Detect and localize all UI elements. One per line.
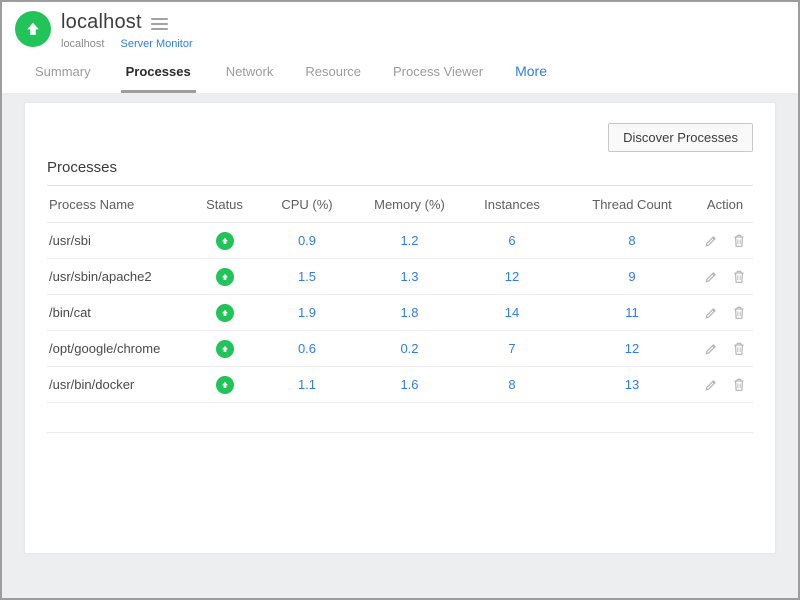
cpu-value[interactable]: 1.5 xyxy=(252,258,362,295)
section-title: Processes xyxy=(47,159,753,186)
pencil-icon[interactable] xyxy=(704,234,718,248)
status-cell xyxy=(197,222,252,259)
monitor-status-icon xyxy=(15,11,51,47)
tab-more[interactable]: More xyxy=(515,63,547,79)
tab-network[interactable]: Network xyxy=(225,64,274,79)
tab-process-viewer[interactable]: Process Viewer xyxy=(393,64,484,79)
table-row: /usr/sbin/apache2 1.5 1.3 12 9 xyxy=(47,258,753,295)
process-name-cell: /usr/bin/docker xyxy=(47,366,197,403)
action-cell xyxy=(697,222,753,259)
col-header-thread-count: Thread Count xyxy=(567,186,697,223)
trash-icon[interactable] xyxy=(732,377,746,392)
status-up-icon xyxy=(215,267,234,286)
process-name-cell: /bin/cat xyxy=(47,294,197,331)
tab-resource[interactable]: Resource xyxy=(305,64,362,79)
action-cell xyxy=(697,366,753,403)
thread-count-value[interactable]: 9 xyxy=(567,258,697,295)
app-header: localhost localhost Server Monitor Summa… xyxy=(2,2,798,93)
pencil-icon[interactable] xyxy=(704,306,718,320)
pencil-icon[interactable] xyxy=(704,378,718,392)
process-name-cell: /usr/sbi xyxy=(47,222,197,259)
status-cell xyxy=(197,258,252,295)
col-header-action: Action xyxy=(697,186,753,223)
hamburger-icon[interactable] xyxy=(150,16,168,30)
instances-value[interactable]: 7 xyxy=(457,330,567,367)
pencil-icon[interactable] xyxy=(704,270,718,284)
col-header-process-name: Process Name xyxy=(47,186,197,223)
arrow-up-icon xyxy=(27,22,39,35)
tab-processes[interactable]: Processes xyxy=(120,64,196,93)
table-row: /usr/sbi 0.9 1.2 6 8 xyxy=(47,222,753,259)
breadcrumb-server-monitor-link[interactable]: Server Monitor xyxy=(120,38,193,50)
status-cell xyxy=(197,330,252,367)
thread-count-value[interactable]: 8 xyxy=(567,222,697,259)
memory-value[interactable]: 1.2 xyxy=(362,222,457,259)
status-up-icon xyxy=(215,231,234,250)
action-cell xyxy=(697,258,753,295)
process-table: Process Name Status CPU (%) Memory (%) I… xyxy=(47,186,753,433)
status-up-icon xyxy=(215,303,234,322)
pencil-icon[interactable] xyxy=(704,342,718,356)
table-row: /usr/bin/docker 1.1 1.6 8 13 xyxy=(47,366,753,403)
status-up-icon xyxy=(215,375,234,394)
col-header-cpu: CPU (%) xyxy=(252,186,362,223)
trash-icon[interactable] xyxy=(732,233,746,248)
col-header-instances: Instances xyxy=(457,186,567,223)
tab-summary[interactable]: Summary xyxy=(35,64,91,79)
trash-icon[interactable] xyxy=(732,341,746,356)
processes-card: Discover Processes Processes Process Nam… xyxy=(25,103,775,553)
table-header-row: Process Name Status CPU (%) Memory (%) I… xyxy=(47,186,753,223)
col-header-status: Status xyxy=(197,186,252,223)
instances-value[interactable]: 12 xyxy=(457,258,567,295)
thread-count-value[interactable]: 13 xyxy=(567,366,697,403)
process-name-cell: /usr/sbin/apache2 xyxy=(47,258,197,295)
action-cell xyxy=(697,294,753,331)
memory-value[interactable]: 1.3 xyxy=(362,258,457,295)
discover-processes-button[interactable]: Discover Processes xyxy=(608,123,753,152)
table-row: /bin/cat 1.9 1.8 14 11 xyxy=(47,294,753,331)
action-cell xyxy=(697,330,753,367)
tab-bar: Summary Processes Network Resource Proce… xyxy=(15,50,798,93)
process-name-cell: /opt/google/chrome xyxy=(47,330,197,367)
cpu-value[interactable]: 1.1 xyxy=(252,366,362,403)
instances-value[interactable]: 8 xyxy=(457,366,567,403)
breadcrumb: localhost Server Monitor xyxy=(61,38,193,50)
memory-value[interactable]: 1.8 xyxy=(362,294,457,331)
trash-icon[interactable] xyxy=(732,305,746,320)
thread-count-value[interactable]: 11 xyxy=(567,294,697,331)
memory-value[interactable]: 1.6 xyxy=(362,366,457,403)
cpu-value[interactable]: 0.6 xyxy=(252,330,362,367)
process-table-body: /usr/sbi 0.9 1.2 6 8 xyxy=(47,222,753,433)
breadcrumb-host: localhost xyxy=(61,38,105,50)
page-background: Discover Processes Processes Process Nam… xyxy=(2,93,798,598)
table-row: /opt/google/chrome 0.6 0.2 7 12 xyxy=(47,330,753,367)
status-up-icon xyxy=(215,339,234,358)
table-footer-spacer-row xyxy=(47,402,753,433)
status-cell xyxy=(197,294,252,331)
cpu-value[interactable]: 0.9 xyxy=(252,222,362,259)
instances-value[interactable]: 6 xyxy=(457,222,567,259)
trash-icon[interactable] xyxy=(732,269,746,284)
status-cell xyxy=(197,366,252,403)
memory-value[interactable]: 0.2 xyxy=(362,330,457,367)
instances-value[interactable]: 14 xyxy=(457,294,567,331)
cpu-value[interactable]: 1.9 xyxy=(252,294,362,331)
page-title: localhost xyxy=(61,11,142,33)
thread-count-value[interactable]: 12 xyxy=(567,330,697,367)
col-header-memory: Memory (%) xyxy=(362,186,457,223)
